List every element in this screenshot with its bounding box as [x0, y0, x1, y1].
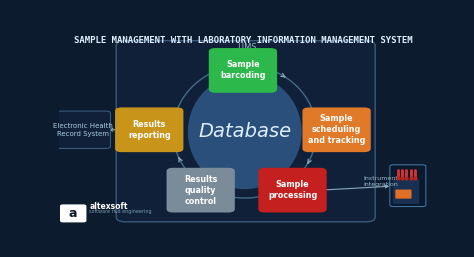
Text: Instrument
integration: Instrument integration [363, 176, 398, 187]
FancyBboxPatch shape [209, 48, 277, 93]
FancyBboxPatch shape [115, 107, 183, 152]
FancyBboxPatch shape [116, 41, 375, 222]
Text: Sample
barcoding: Sample barcoding [220, 60, 265, 80]
Text: altexsoft: altexsoft [90, 203, 128, 212]
FancyBboxPatch shape [166, 168, 235, 213]
Text: Sample
processing: Sample processing [268, 180, 317, 200]
Ellipse shape [188, 74, 301, 189]
FancyBboxPatch shape [60, 204, 86, 222]
Text: Results
quality
control: Results quality control [184, 175, 218, 206]
FancyBboxPatch shape [390, 165, 426, 207]
FancyBboxPatch shape [395, 190, 411, 199]
FancyBboxPatch shape [56, 111, 110, 149]
Text: a: a [69, 207, 77, 220]
Text: Database: Database [198, 122, 292, 141]
Text: software r&d engineering: software r&d engineering [90, 209, 152, 214]
Text: Electronic Health
Record System: Electronic Health Record System [53, 123, 113, 136]
Text: Sample
scheduling
and tracking: Sample scheduling and tracking [308, 114, 365, 145]
Text: LIMS: LIMS [237, 43, 256, 52]
FancyBboxPatch shape [393, 179, 419, 204]
FancyBboxPatch shape [258, 168, 327, 213]
FancyBboxPatch shape [302, 107, 371, 152]
Text: Results
reporting: Results reporting [128, 120, 171, 140]
Text: SAMPLE MANAGEMENT WITH LABORATORY INFORMATION MANAGEMENT SYSTEM: SAMPLE MANAGEMENT WITH LABORATORY INFORM… [73, 36, 412, 45]
